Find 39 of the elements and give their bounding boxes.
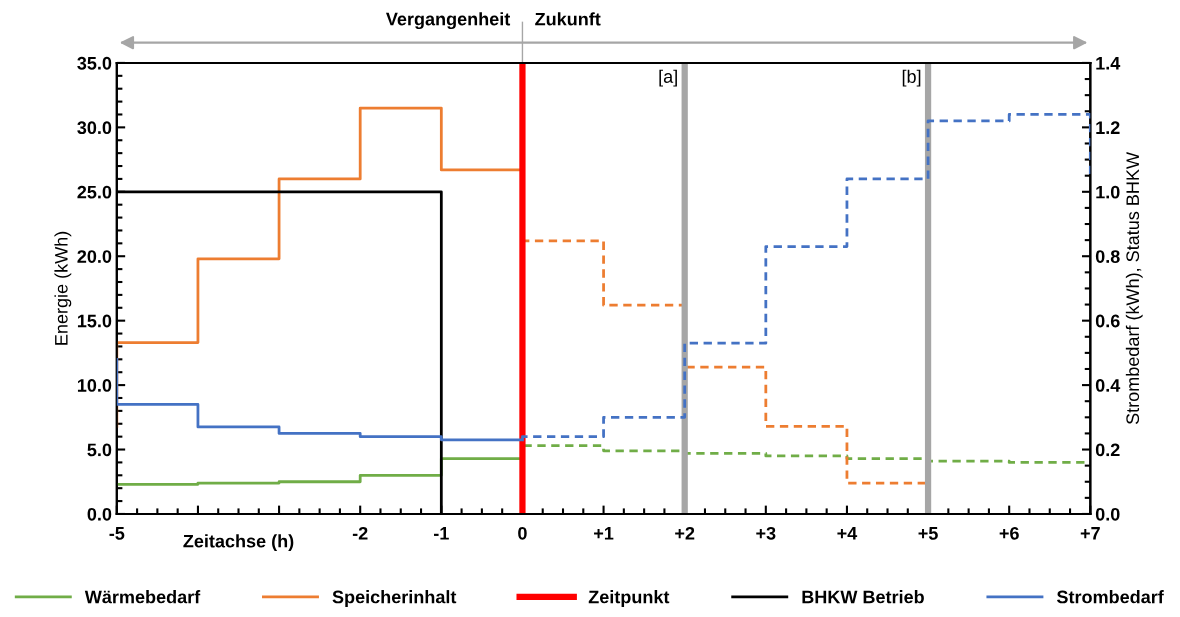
y-tick-label: 35.0 (77, 56, 112, 70)
y2-tick-label: 1.4 (1096, 57, 1121, 70)
y2-tick-label: 0.4 (1095, 379, 1121, 392)
legend-label: Zeitpunkt (588, 590, 670, 607)
x-tick-label: -5 (109, 527, 125, 540)
y-tick-label: 0.0 (87, 507, 112, 521)
y2-tick-label: 0.8 (1095, 250, 1120, 263)
y2-tick-label: 0.6 (1095, 314, 1120, 328)
legend-label: Wärmebedarf (84, 590, 201, 604)
y-tick-label: 20.0 (77, 250, 112, 263)
x-tick-label: +5 (918, 527, 938, 540)
x-tick-label: +1 (594, 527, 614, 540)
text: Vergangenheit (385, 12, 511, 30)
x-tick-label: -1 (434, 527, 449, 540)
y2-tick-label: 1.0 (1096, 185, 1120, 199)
y-axis-title: Energie (kWh) (54, 231, 72, 345)
y-tick-label: 30.0 (77, 121, 112, 135)
text: Zukunft (535, 12, 601, 26)
x-axis-title: Zeitachse (h) (183, 534, 294, 552)
y-tick-label: 15.0 (77, 314, 112, 328)
legend-label: BHKW Betrieb (802, 590, 924, 604)
ref-line-label: [a] (659, 69, 677, 87)
y2-axis-title: Strombedarf (kWh), Status BHKW (1125, 152, 1143, 425)
y-tick-label: 5.0 (87, 443, 112, 457)
x-tick-label: +2 (675, 526, 695, 540)
x-tick-label: +7 (1080, 527, 1100, 540)
y2-tick-label: 0.0 (1095, 507, 1120, 521)
y-tick-label: 10.0 (77, 379, 112, 392)
x-tick-label: +3 (756, 526, 776, 540)
y-tick-label: 25.0 (77, 185, 112, 199)
legend-label: Strombedarf (1056, 590, 1164, 604)
legend-label: Speicherinhalt (332, 590, 457, 607)
x-tick-label: 0 (518, 526, 527, 540)
x-tick-label: -2 (352, 526, 368, 540)
x-tick-label: +4 (837, 527, 858, 540)
ref-line-label: [b] (902, 69, 921, 87)
y2-tick-label: 1.2 (1096, 121, 1120, 134)
y2-tick-label: 0.2 (1095, 443, 1120, 457)
x-tick-label: +6 (999, 526, 1019, 540)
